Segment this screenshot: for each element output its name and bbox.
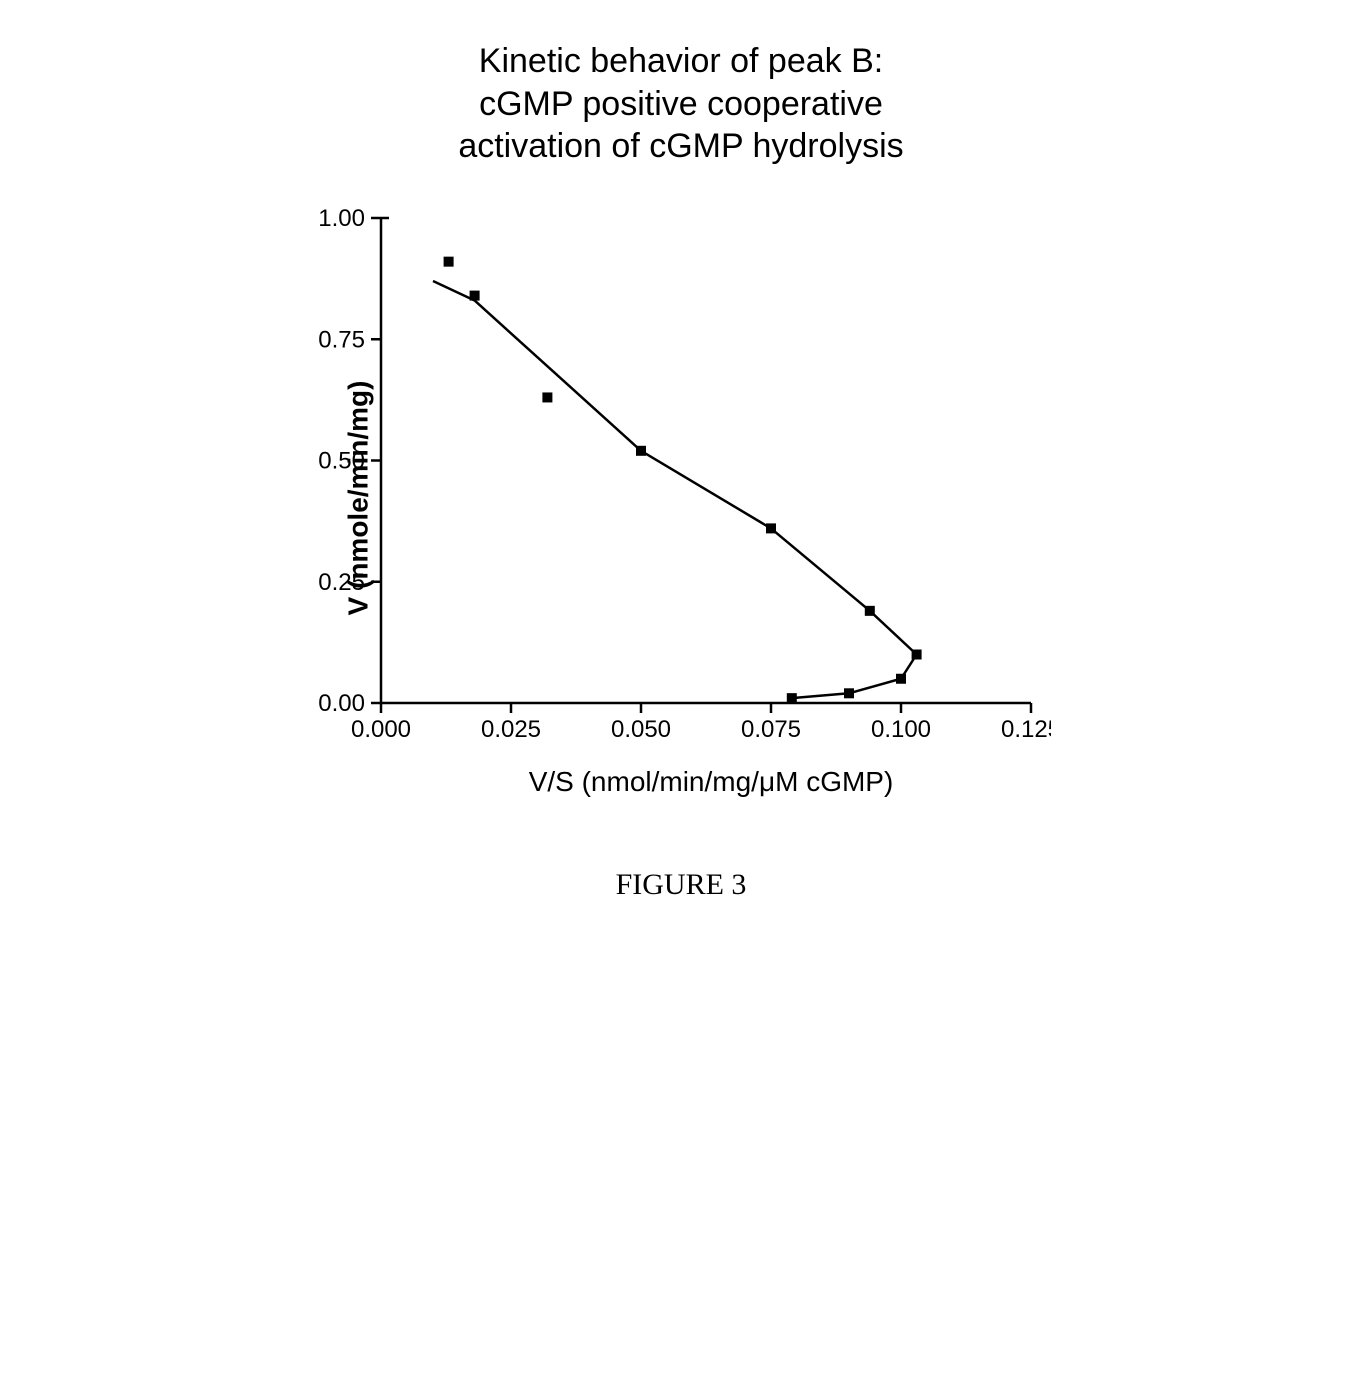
data-point — [896, 673, 906, 683]
data-point — [636, 445, 646, 455]
data-point — [766, 523, 776, 533]
data-point — [912, 649, 922, 659]
title-line-1: Kinetic behavior of peak B: — [479, 42, 883, 80]
series-line — [433, 281, 917, 698]
figure-label: FIGURE 3 — [231, 868, 1131, 902]
chart-svg: 0.000.250.500.751.000.0000.0250.0500.075… — [291, 198, 1051, 758]
ytick-label: 0.00 — [318, 690, 365, 717]
y-axis-label: V (nmole/min/mg) — [342, 380, 374, 615]
xtick-label: 0.000 — [351, 716, 411, 743]
xtick-label: 0.075 — [741, 716, 801, 743]
data-point — [787, 693, 797, 703]
xtick-label: 0.100 — [871, 716, 931, 743]
chart-title: Kinetic behavior of peak B: cGMP positiv… — [231, 40, 1131, 168]
figure-container: Kinetic behavior of peak B: cGMP positiv… — [231, 40, 1131, 902]
data-point — [865, 605, 875, 615]
data-point — [470, 290, 480, 300]
ytick-label: 0.75 — [318, 326, 365, 353]
data-point — [844, 688, 854, 698]
xtick-label: 0.050 — [611, 716, 671, 743]
x-axis-label: V/S (nmol/min/mg/μM cGMP) — [291, 766, 1131, 798]
data-point — [542, 392, 552, 402]
data-point — [444, 256, 454, 266]
title-line-2: cGMP positive cooperative — [479, 85, 883, 123]
xtick-label: 0.025 — [481, 716, 541, 743]
ytick-label: 1.00 — [318, 205, 365, 232]
plot-area: V (nmole/min/mg) 0.000.250.500.751.000.0… — [291, 198, 1131, 798]
xtick-label: 0.125 — [1001, 716, 1051, 743]
title-line-3: activation of cGMP hydrolysis — [458, 127, 903, 165]
